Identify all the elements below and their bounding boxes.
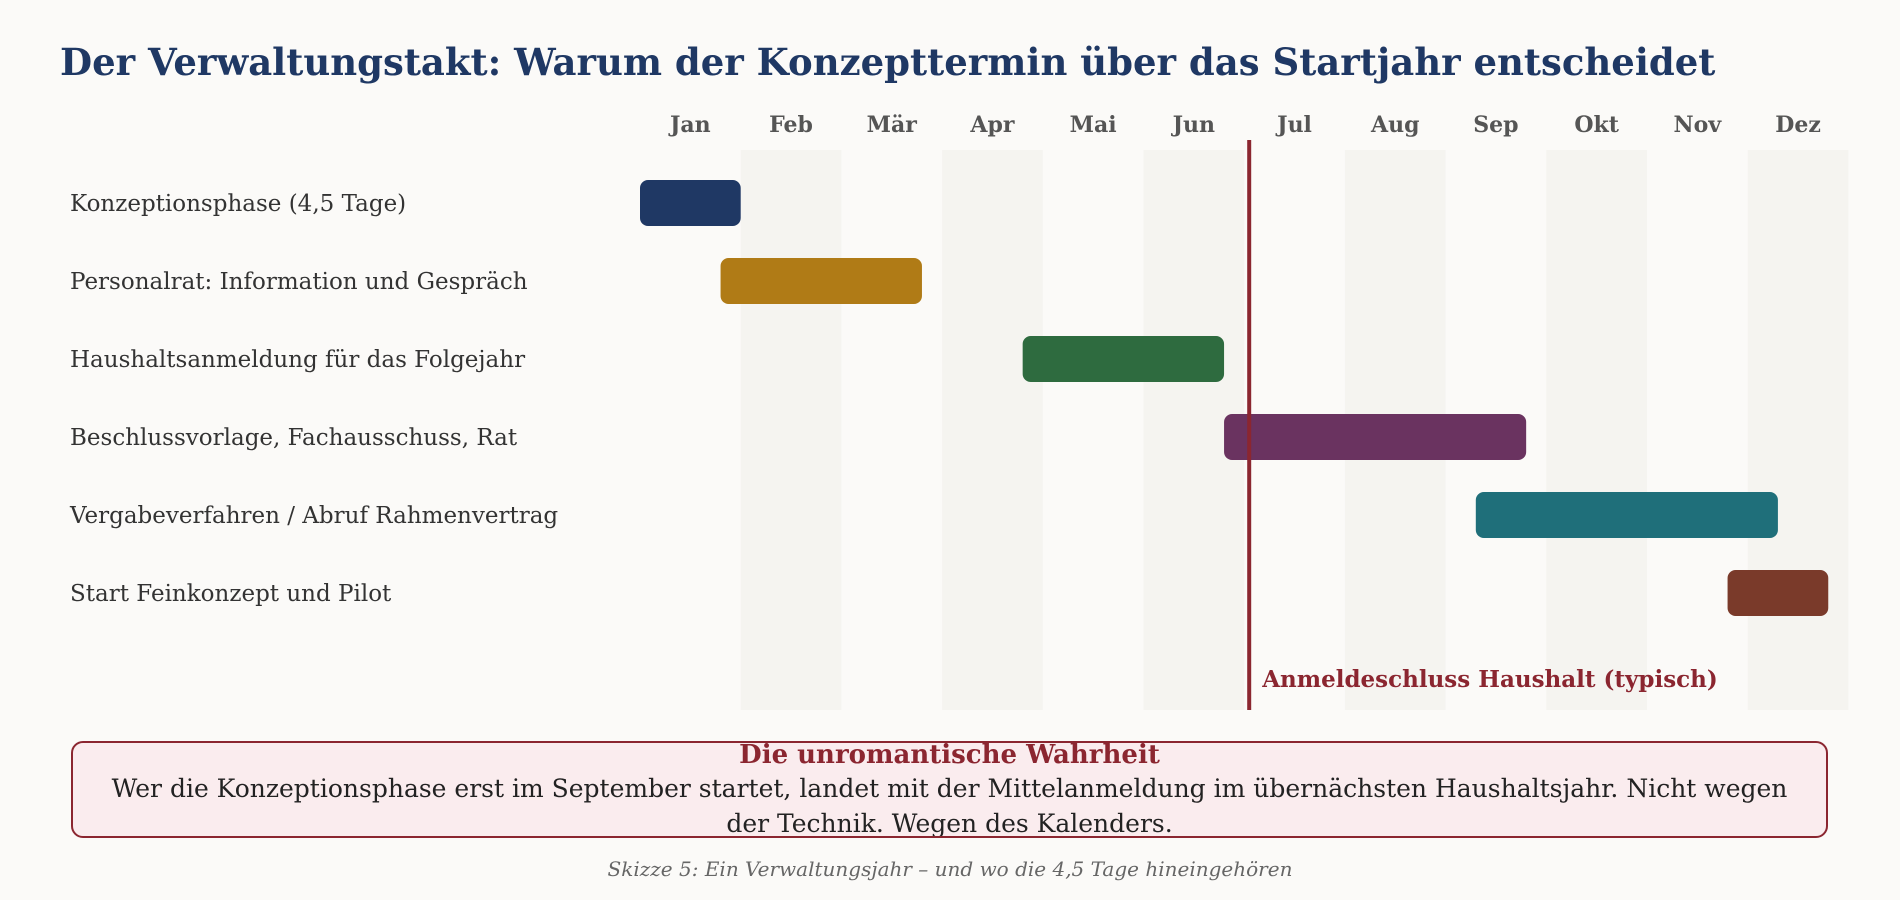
task-label: Haushaltsanmeldung für das Folgejahr [70, 347, 525, 373]
task-label: Beschlussvorlage, Fachausschuss, Rat [70, 425, 518, 451]
gantt-bar [720, 258, 922, 304]
month-label-nov: Nov [1674, 112, 1723, 138]
gantt-bar [1224, 414, 1527, 460]
chart-title: Der Verwaltungstakt: Warum der Konzeptte… [60, 40, 1716, 84]
month-band-dez [1747, 150, 1849, 710]
task-label: Konzeptionsphase (4,5 Tage) [70, 191, 406, 217]
month-label-apr: Apr [969, 112, 1014, 138]
callout-text: Wer die Konzeptionsphase erst im Septemb… [111, 774, 1788, 838]
month-band-apr [942, 150, 1043, 710]
gantt-bar [1727, 570, 1829, 616]
deadline-label: Anmeldeschluss Haushalt (typisch) [1261, 666, 1718, 693]
month-label-jan: Jan [668, 112, 711, 138]
gantt-bar [640, 180, 741, 226]
month-label-feb: Feb [769, 112, 813, 138]
month-label-jun: Jun [1171, 112, 1215, 138]
figure-caption: Skizze 5: Ein Verwaltungsjahr – und wo d… [607, 857, 1293, 881]
callout-title: Die unromantische Wahrheit [739, 741, 1160, 770]
gantt-chart: Jan Feb Mär Apr Mai Jun Jul Aug Sep Okt Nov Dez Kon… [69, 112, 1849, 710]
month-label-sep: Sep [1473, 112, 1518, 138]
month-label-okt: Okt [1574, 112, 1619, 138]
month-label-jul: Jul [1275, 112, 1312, 138]
month-label-mär: Mär [867, 112, 918, 138]
gantt-bar [1475, 492, 1778, 538]
task-label: Personalrat: Information und Gespräch [70, 269, 528, 295]
month-label-dez: Dez [1775, 112, 1821, 138]
task-label: Vergabeverfahren / Abruf Rahmenvertrag [69, 503, 558, 529]
month-label-aug: Aug [1370, 112, 1419, 138]
callout-box: Die unromantische Wahrheit Wer die Konze… [71, 741, 1828, 838]
month-band-feb [740, 150, 842, 710]
gantt-bar [1022, 336, 1225, 382]
task-label: Start Feinkonzept und Pilot [70, 581, 392, 607]
month-label-mai: Mai [1070, 112, 1117, 138]
month-band-okt [1546, 150, 1647, 710]
